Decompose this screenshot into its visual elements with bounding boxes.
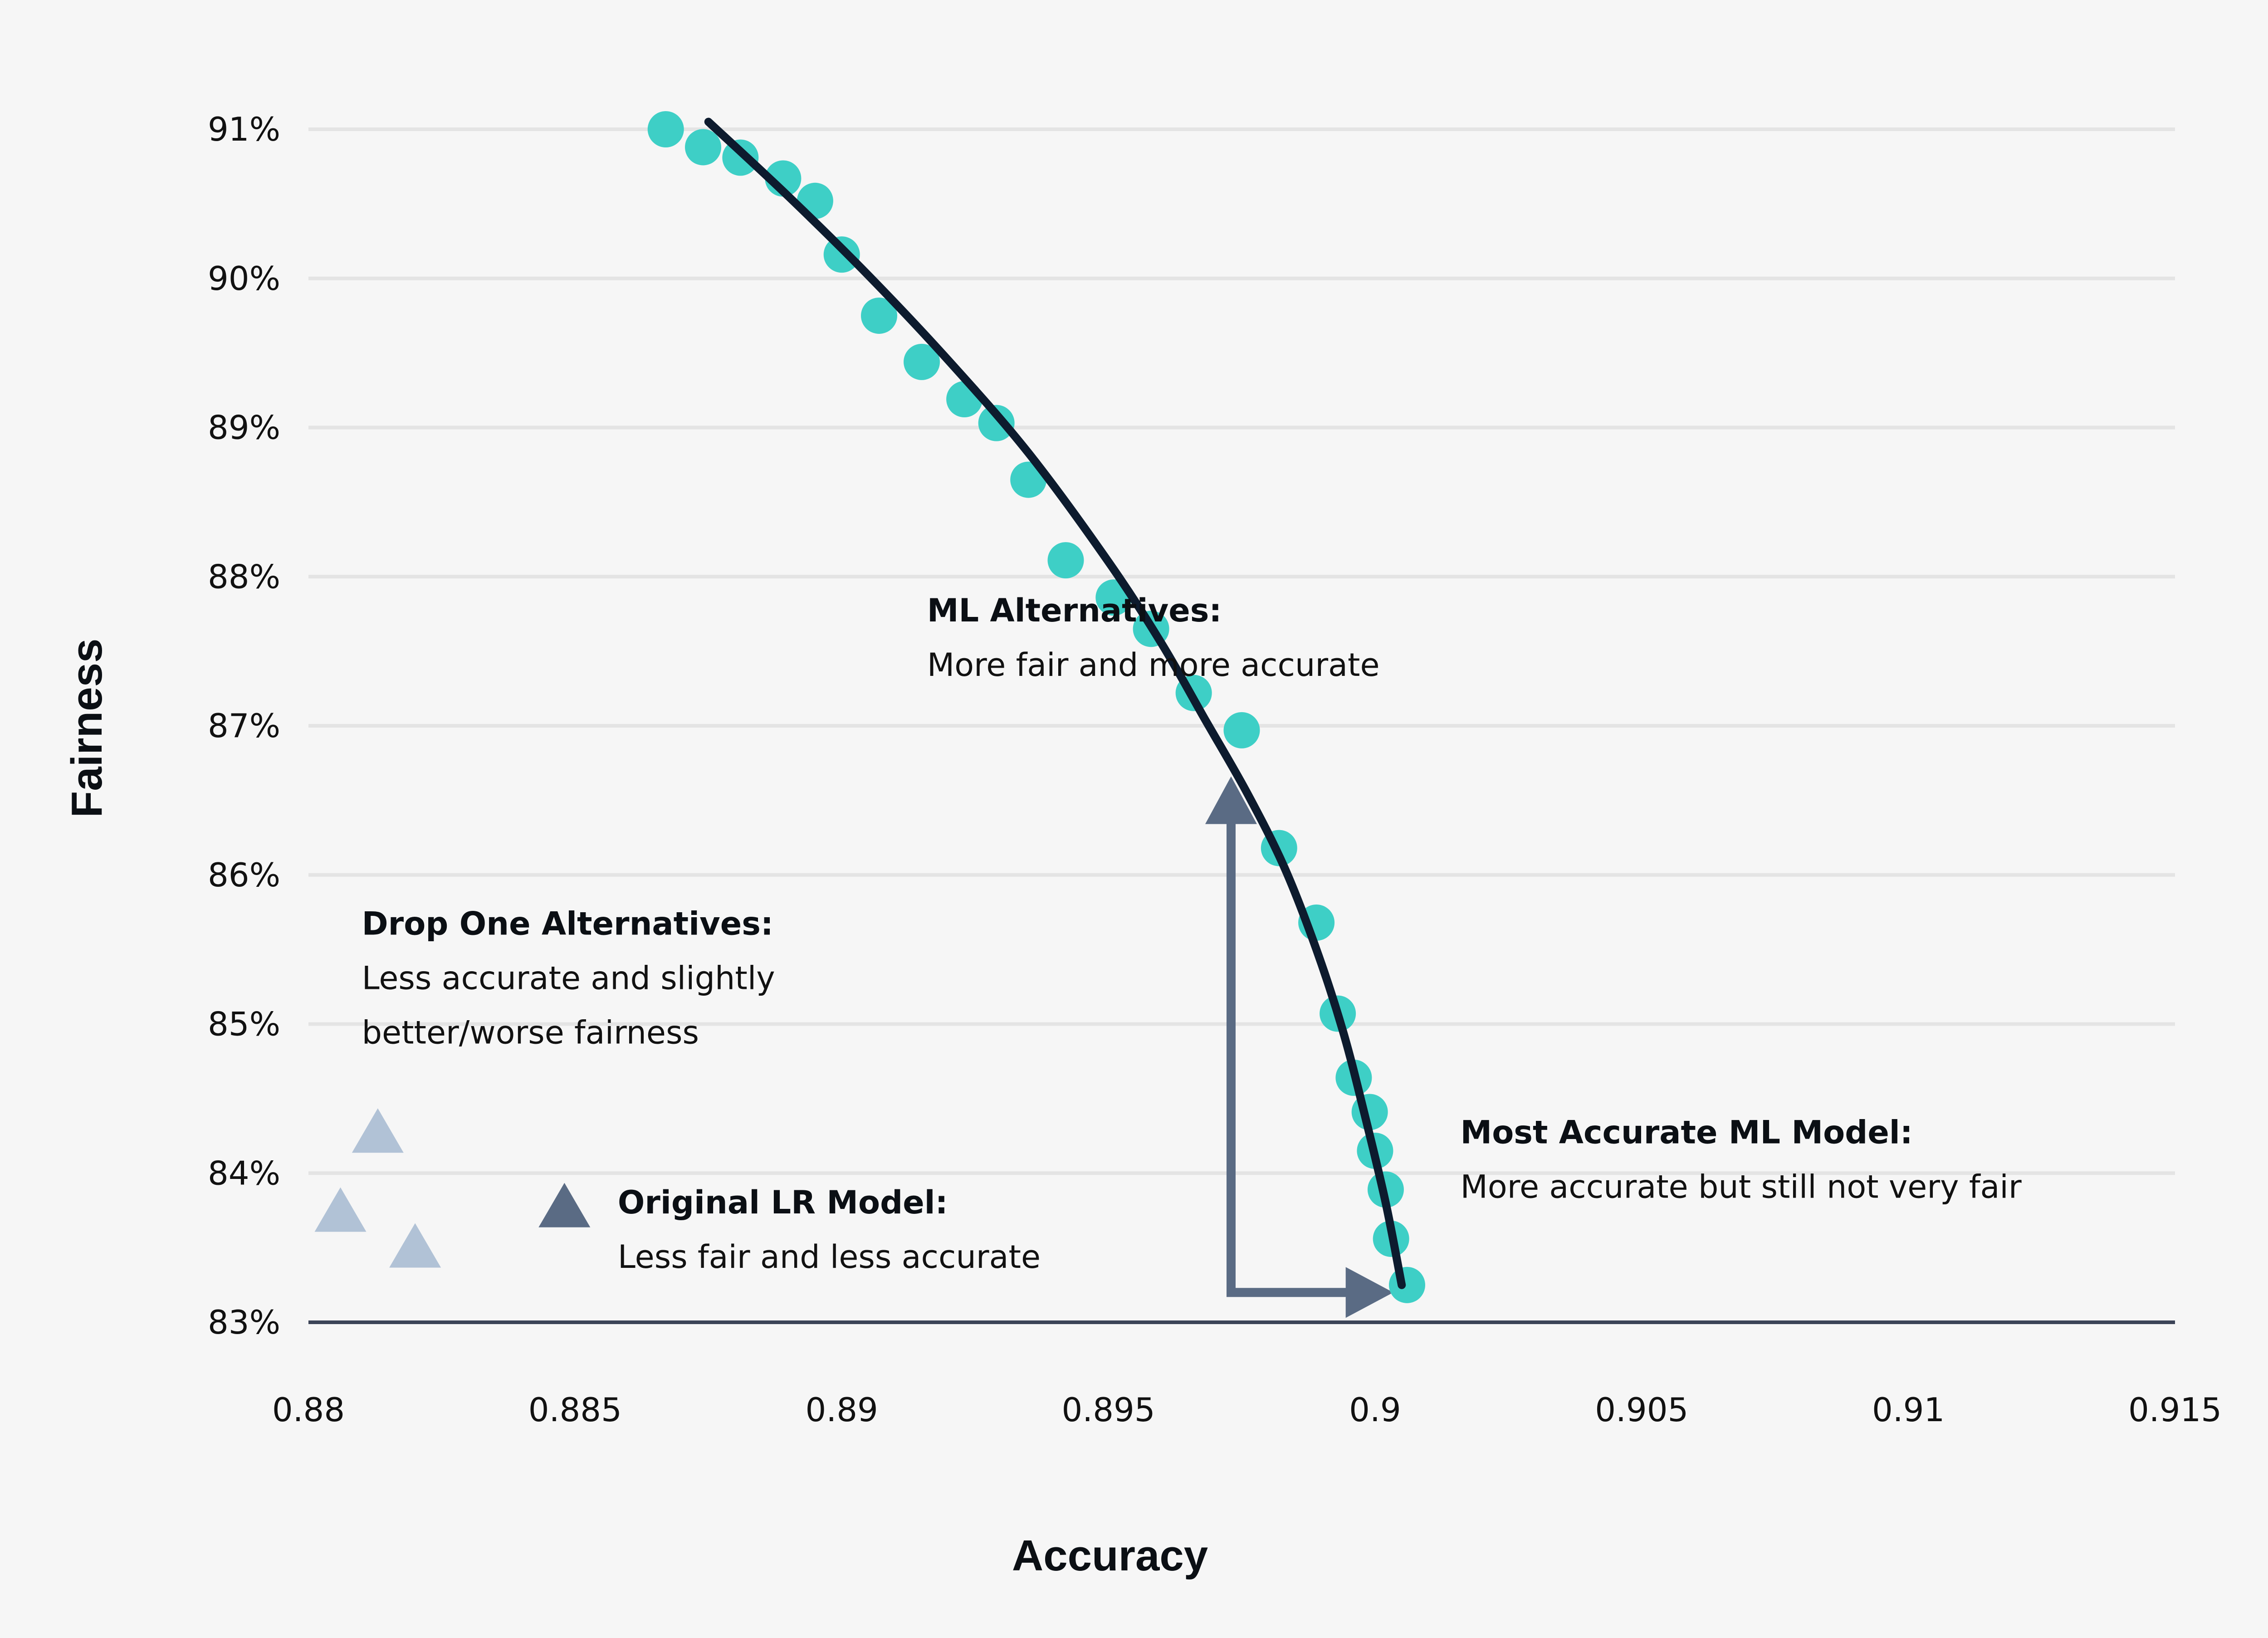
point-layer — [647, 111, 1425, 1303]
y-tick-label: 85% — [208, 1005, 280, 1043]
triangle-layer — [314, 1108, 591, 1268]
ml-alternative-point — [823, 236, 860, 273]
x-tick-label: 0.88 — [272, 1391, 345, 1429]
original-lr-annotation: Original LR Model: Less fair and less acc… — [618, 1184, 1041, 1276]
y-tick-label: 86% — [208, 856, 280, 894]
y-tick-label: 89% — [208, 409, 280, 447]
y-tick-label: 91% — [208, 110, 280, 148]
drop-one-triangle — [389, 1223, 441, 1268]
annotation-text: More accurate but still not very fair — [1461, 1169, 2022, 1206]
annotation-title: Drop One Alternatives: — [362, 905, 773, 942]
x-tick-label: 0.91 — [1872, 1391, 1945, 1429]
x-tick-label: 0.885 — [528, 1391, 622, 1429]
x-tick-label: 0.89 — [806, 1391, 878, 1429]
y-tick-label: 90% — [208, 259, 280, 298]
x-tick-label: 0.9 — [1349, 1391, 1401, 1429]
annotation-text: Less accurate and slightly — [362, 959, 775, 997]
x-axis-title: Accuracy — [1012, 1531, 1208, 1580]
ml-alternatives-annotation: ML Alternatives: More fair and more accur… — [927, 592, 1380, 684]
ml-alternative-point — [904, 343, 940, 380]
annotation-title: Most Accurate ML Model: — [1461, 1114, 1913, 1151]
annotation-text: Less fair and less accurate — [618, 1238, 1041, 1276]
annotation-title: ML Alternatives: — [927, 592, 1222, 629]
label-layer: 83% 84% 85% 86% 87% 88% 89% 90% 91% 0.88 0.885 0.89… — [208, 110, 2222, 1429]
drop-one-annotation: Drop One Alternatives: Less accurate and … — [362, 905, 775, 1051]
ml-alternative-point — [647, 111, 684, 147]
arrow-shaft — [1226, 808, 1359, 1297]
x-tick-label: 0.905 — [1595, 1391, 1688, 1429]
frontier-line — [704, 117, 1406, 1289]
ml-alternative-point — [1223, 712, 1260, 748]
annotation-text: better/worse fairness — [362, 1014, 699, 1051]
line-layer — [704, 117, 1406, 1289]
x-tick-label: 0.915 — [2128, 1391, 2222, 1429]
ml-alternative-point — [685, 129, 722, 166]
arrow-layer — [1205, 776, 1393, 1318]
y-tick-label: 87% — [208, 707, 280, 745]
annotation-text: More fair and more accurate — [927, 646, 1380, 684]
y-tick-label: 83% — [208, 1303, 280, 1341]
most-accurate-annotation: Most Accurate ML Model: More accurate but… — [1461, 1114, 2022, 1206]
y-tick-label: 88% — [208, 557, 280, 596]
arrow-head-up — [1205, 776, 1257, 824]
arrow-head-right — [1345, 1267, 1393, 1318]
annotation-layer: ML Alternatives: More fair and more accur… — [362, 592, 2022, 1276]
annotation-title: Original LR Model: — [618, 1184, 948, 1221]
ml-alternative-point — [861, 297, 898, 334]
ml-alternative-point — [1047, 542, 1084, 579]
y-axis-title: Fairness — [63, 639, 111, 818]
drop-one-triangle — [352, 1108, 404, 1153]
drop-one-triangle — [314, 1187, 367, 1232]
ml-alternative-point — [978, 405, 1015, 441]
x-tick-label: 0.895 — [1062, 1391, 1155, 1429]
y-tick-label: 84% — [208, 1154, 280, 1192]
ml-alternative-point — [1388, 1266, 1425, 1303]
original-lr-triangle — [538, 1183, 591, 1227]
